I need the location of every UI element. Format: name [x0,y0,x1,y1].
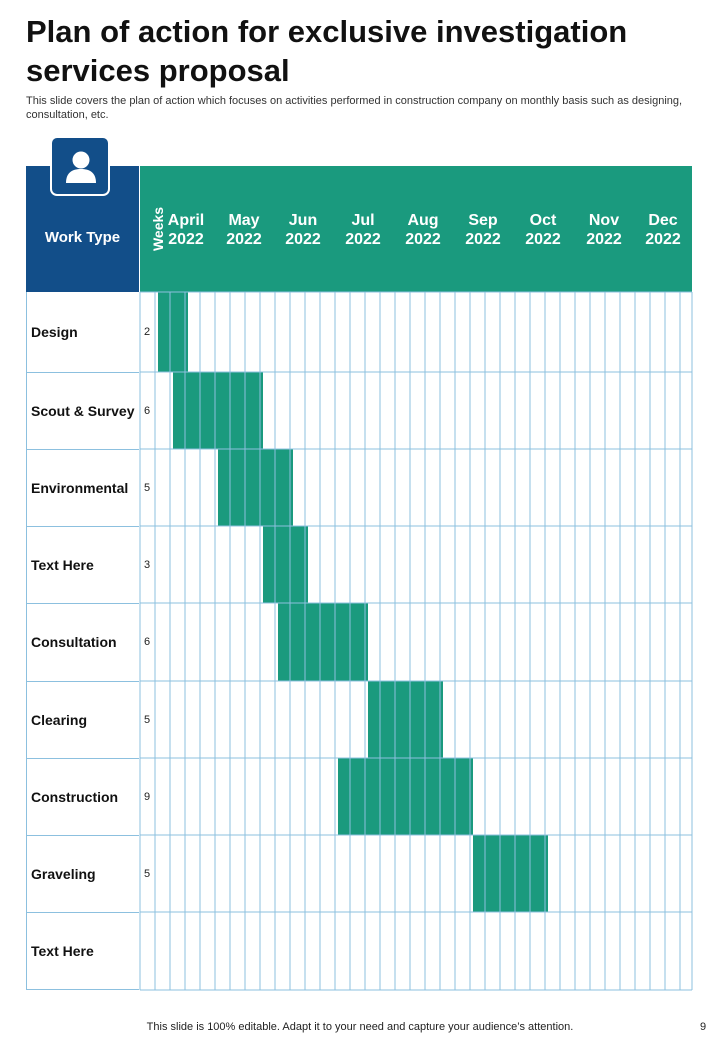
page-subtitle: This slide covers the plan of action whi… [26,95,683,121]
row-separator [26,603,139,604]
month-header-april: April 2022 [156,211,216,249]
row-separator [26,449,139,450]
row-separator [26,912,139,913]
gantt-bar [278,603,368,681]
row-label: Graveling [31,865,96,882]
row-separator [26,835,139,836]
month-header-aug: Aug 2022 [393,211,453,249]
gantt-bar [218,449,293,526]
page-title: Plan of action for exclusive investigati… [26,14,628,88]
month-year: 2022 [226,231,262,248]
row-label: Clearing [31,711,88,728]
row-separator [26,526,139,527]
month-header-jul: Jul 2022 [333,211,393,249]
month-name: Sep [468,212,498,229]
month-name: May [228,212,260,229]
gantt-bar [473,835,548,912]
row-weeks-count: 2 [144,326,151,338]
gantt-bar [368,681,443,758]
month-year: 2022 [525,231,561,248]
row-weeks-count: 6 [144,404,151,417]
row-weeks-count: 5 [144,713,151,726]
month-year: 2022 [285,231,321,248]
month-year: 2022 [405,231,441,248]
row-separator [26,372,139,373]
month-name: April [167,212,205,229]
row-weeks-count: 5 [144,481,151,494]
row-weeks-count: 5 [144,867,151,880]
month-name: Dec [648,212,678,229]
work-type-column [26,292,139,990]
gantt-bar [263,526,308,603]
month-header-may: May 2022 [214,211,274,249]
footer-note: This slide is 100% editable. Adapt it to… [146,1021,574,1033]
month-name: Jul [351,212,375,229]
work-type-label: Work Type [44,229,121,246]
gantt-bar [158,292,188,372]
month-header-jun: Jun 2022 [273,211,333,249]
gantt-bar [173,372,263,449]
row-label: Scout & Survey [31,402,135,419]
month-year: 2022 [168,231,204,248]
row-separator [26,681,139,682]
month-name: Oct [529,212,557,229]
month-header-nov: Nov 2022 [574,211,634,249]
month-year: 2022 [645,231,681,248]
user-icon-badge [50,136,110,196]
row-label: Construction [31,788,119,805]
month-year: 2022 [345,231,381,248]
row-label: Environmental [31,479,129,496]
month-year: 2022 [586,231,622,248]
row-weeks-count: 9 [144,790,151,803]
months-header-band [140,166,692,292]
user-icon [66,151,96,183]
row-weeks-count: 3 [144,558,151,571]
row-label: Text Here [31,943,94,959]
month-year: 2022 [465,231,501,248]
page-number: 9 [700,1021,707,1033]
row-weeks-count: 6 [144,636,151,648]
row-label: Consultation [31,634,117,650]
row-separator [26,758,139,759]
month-header-oct: Oct 2022 [513,211,573,249]
row-separator [26,989,139,990]
month-name: Jun [288,212,318,229]
row-label: Design [31,324,78,340]
month-name: Nov [588,212,620,229]
month-header-sep: Sep 2022 [453,211,513,249]
month-name: Aug [407,212,439,229]
month-header-dec: Dec 2022 [633,211,693,249]
row-label: Text Here [31,556,94,573]
gantt-bar [338,758,473,835]
